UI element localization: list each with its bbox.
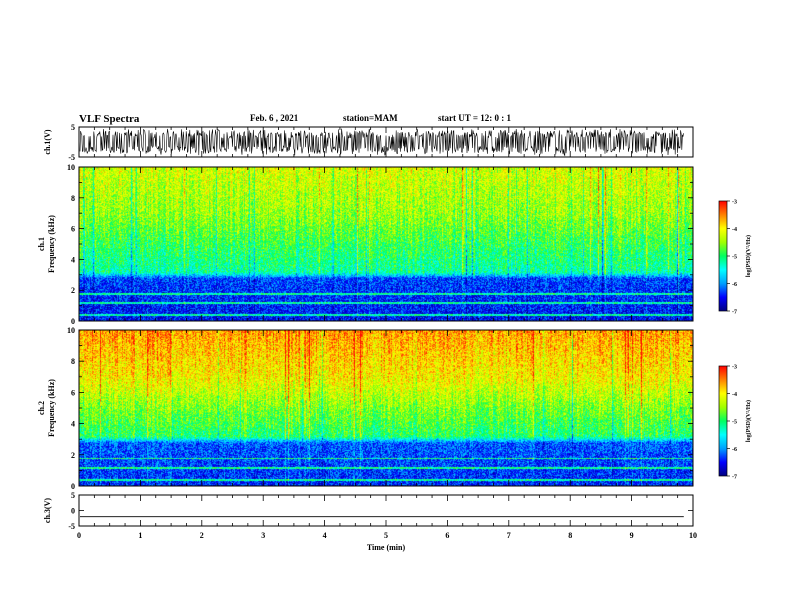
colorbar-tick-label: -3 [732, 365, 737, 371]
y-tick-label: 5 [71, 123, 75, 132]
y-tick-label: 8 [71, 194, 75, 203]
x-tick-label: 6 [445, 531, 449, 540]
y-tick-label: 0 [71, 507, 75, 516]
colorbar-tick-label: -5 [732, 255, 737, 261]
y-tick-label: 8 [71, 357, 75, 366]
y-tick-label: -5 [68, 522, 75, 531]
ch1-spectrogram-ylabel-channel: ch.1 [37, 237, 46, 251]
y-tick-label: 6 [71, 388, 75, 397]
x-tick-label: 9 [630, 531, 634, 540]
station-label: station=MAM [343, 113, 398, 123]
colorbar-tick-label: -3 [732, 200, 737, 206]
ch1-spectrogram-colorbar-label: log(PSD)(V²/Hz) [745, 235, 752, 277]
y-tick-label: 4 [71, 255, 75, 264]
y-tick-label: -5 [68, 153, 75, 162]
x-tick-label: 2 [200, 531, 204, 540]
colorbar-tick-label: -5 [732, 420, 737, 426]
colorbar-tick-label: -7 [732, 475, 737, 481]
y-tick-label: 0 [71, 482, 75, 491]
colorbar-tick-label: -6 [732, 447, 737, 453]
date-label: Feb. 6 , 2021 [250, 113, 299, 123]
colorbar-tick-label: -4 [732, 392, 737, 398]
ch1-waveform-line [79, 128, 684, 157]
ch2-spectrogram-colorbar-label: log(PSD)(V²/Hz) [745, 400, 752, 442]
x-tick-label: 3 [261, 531, 265, 540]
ch3-ylabel: ch.3(V) [43, 498, 52, 523]
y-tick-label: 4 [71, 420, 75, 429]
page-title: VLF Spectra [79, 113, 140, 125]
colorbar-tick-label: -7 [732, 310, 737, 316]
x-tick-label: 10 [689, 531, 697, 540]
x-tick-label: 1 [138, 531, 142, 540]
ch2-spectrogram-ylabel-channel: ch.2 [37, 401, 46, 415]
y-tick-label: 5 [71, 491, 75, 500]
y-tick-label: 2 [71, 286, 75, 295]
y-tick-label: 0 [71, 317, 75, 326]
y-tick-label: 10 [67, 326, 75, 335]
x-tick-label: 7 [507, 531, 511, 540]
y-tick-label: 2 [71, 451, 75, 460]
spectrogram-image [79, 167, 693, 321]
colorbar-tick-label: -4 [732, 227, 737, 233]
y-tick-label: 10 [67, 163, 75, 172]
ch1-ylabel: ch.1(V) [43, 129, 52, 154]
start-time-label: start UT = 12: 0 : 1 [438, 113, 511, 123]
x-tick-label: 8 [568, 531, 572, 540]
x-tick-label: 5 [384, 531, 388, 540]
ch2-spectrogram-colorbar [718, 365, 728, 477]
ch1-spectrogram-colorbar [718, 200, 728, 312]
x-tick-label: 0 [77, 531, 81, 540]
x-tick-label: 4 [323, 531, 327, 540]
spectrogram-image [79, 330, 693, 486]
colorbar-tick-label: -6 [732, 282, 737, 288]
y-tick-label: 6 [71, 225, 75, 234]
x-axis-label: Time (min) [367, 543, 406, 552]
ch2-spectrogram-ylabel-frequency: Frequency (kHz) [47, 379, 56, 437]
ch1-spectrogram-ylabel-frequency: Frequency (kHz) [47, 215, 56, 273]
